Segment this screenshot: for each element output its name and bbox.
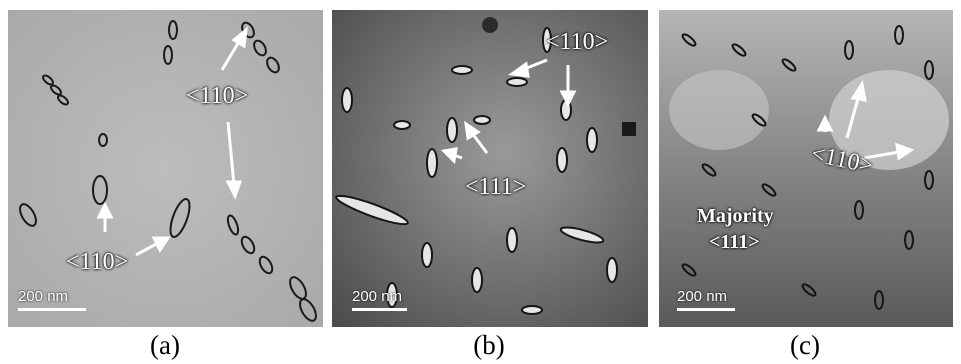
micrograph-a-image <box>8 10 323 327</box>
caption-b: (b) <box>473 330 505 360</box>
label-111: <111> <box>709 231 760 253</box>
label-111: <111> <box>465 174 527 200</box>
micrograph-a: <110> <110> 200 nm <box>8 10 323 327</box>
label-110-upper: <110> <box>186 83 249 109</box>
label-110-lower: <110> <box>66 249 129 275</box>
micrograph-b-image <box>332 10 648 327</box>
label-110: <110> <box>546 29 609 55</box>
scale-label-a: 200 nm <box>18 288 69 305</box>
caption-a: (a) <box>150 330 180 360</box>
scale-bar-c <box>677 308 735 311</box>
scale-bar-b <box>352 308 407 311</box>
micrograph-c-image <box>659 10 953 327</box>
caption-c: (c) <box>790 330 820 360</box>
scale-label-b: 200 nm <box>352 288 403 305</box>
micrograph-b: <110> <111> 200 nm <box>332 10 648 327</box>
scale-label-c: 200 nm <box>677 288 728 305</box>
label-majority: Majority <box>697 205 774 227</box>
scale-bar-a <box>18 308 86 311</box>
micrograph-c: <110> Majority <111> 200 nm <box>659 10 953 327</box>
